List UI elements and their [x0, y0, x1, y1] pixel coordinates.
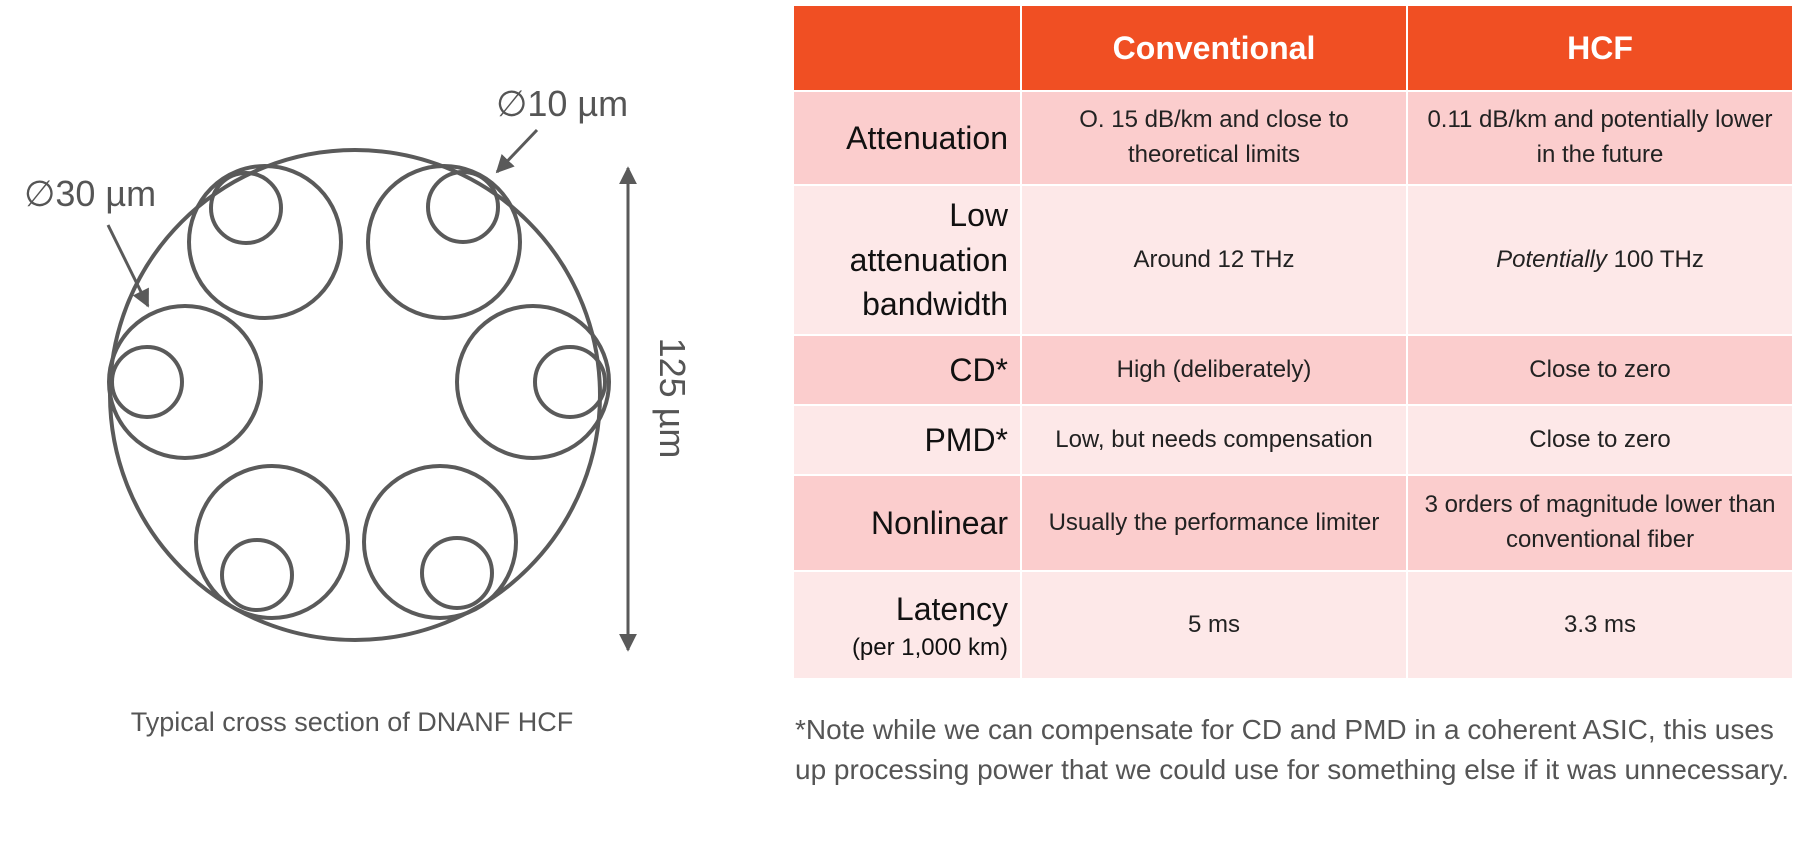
- capillary-inner-2: [426, 170, 500, 244]
- hcf-cell: 3.3 ms: [1406, 570, 1794, 680]
- table-row: Low attenuation bandwidth Around 12 THz …: [792, 184, 1794, 336]
- capillary-inner-6: [420, 536, 494, 610]
- row-label-text: Attenuation: [846, 119, 1008, 156]
- capillary-inner-3: [110, 345, 184, 419]
- conventional-cell: Usually the performance limiter: [1020, 474, 1408, 572]
- header-hcf: HCF: [1406, 4, 1794, 92]
- row-label: Low attenuation bandwidth: [792, 184, 1022, 336]
- row-label: CD*: [792, 334, 1022, 406]
- inner-diameter-label: ∅10 µm: [496, 83, 628, 124]
- conventional-cell: High (deliberately): [1020, 334, 1408, 406]
- diagram-caption: Typical cross section of DNANF HCF: [131, 707, 574, 737]
- capillary-outer-3: [107, 304, 263, 460]
- row-label-text: Latency: [895, 591, 1008, 627]
- row-label-text: PMD*: [924, 421, 1008, 458]
- fiber-cross-section-diagram: ∅10 µm ∅30 µm 125 µm Typical cross secti…: [24, 83, 693, 737]
- capillary-inner-1: [209, 171, 283, 245]
- row-label-text: CD*: [949, 351, 1008, 388]
- row-label: Latency (per 1,000 km): [792, 570, 1022, 680]
- table-row: Nonlinear Usually the performance limite…: [792, 474, 1794, 572]
- row-label: Attenuation: [792, 90, 1022, 186]
- table-row: Attenuation O. 15 dB/km and close to the…: [792, 90, 1794, 186]
- conventional-cell: Low, but needs compensation: [1020, 404, 1408, 476]
- capillary-outer-6: [362, 464, 518, 620]
- header-blank-cell: [792, 4, 1022, 92]
- table-row: Latency (per 1,000 km) 5 ms 3.3 ms: [792, 570, 1794, 680]
- comparison-table: Conventional HCF Attenuation O. 15 dB/km…: [792, 4, 1794, 680]
- table-row: CD* High (deliberately) Close to zero: [792, 334, 1794, 406]
- table-header-row: Conventional HCF: [792, 4, 1794, 92]
- row-label: Nonlinear: [792, 474, 1022, 572]
- row-label-subtext: (per 1,000 km): [851, 633, 1008, 661]
- hcf-cell: 0.11 dB/km and potentially lower in the …: [1406, 90, 1794, 186]
- capillary-outer-5: [194, 464, 350, 620]
- capillary-outer-1: [187, 164, 343, 320]
- row-label-text: Low attenuation bandwidth: [849, 196, 1008, 323]
- pointer-arrow-inner: [495, 128, 539, 174]
- capillary-inner-4: [533, 345, 607, 419]
- row-label: PMD*: [792, 404, 1022, 476]
- row-label-text: Nonlinear: [871, 504, 1008, 541]
- fiber-diameter-label: 125 µm: [652, 338, 693, 459]
- hcf-cell-text: 100 THz: [1613, 245, 1704, 273]
- pointer-arrow-outer: [106, 224, 150, 308]
- conventional-cell: 5 ms: [1020, 570, 1408, 680]
- hcf-cell: Close to zero: [1406, 404, 1794, 476]
- footnote: *Note while we can compensate for CD and…: [795, 714, 1789, 785]
- header-conventional: Conventional: [1020, 4, 1408, 92]
- outer-cladding-circle: [108, 148, 602, 642]
- capillary-inner-5: [220, 538, 294, 612]
- hcf-cell-emphasis: Potentially: [1496, 245, 1607, 273]
- conventional-cell: Around 12 THz: [1020, 184, 1408, 336]
- capillary-outer-4: [455, 304, 611, 460]
- capillary-outer-2: [366, 164, 522, 320]
- conventional-cell: O. 15 dB/km and close to theoretical lim…: [1020, 90, 1408, 186]
- table-row: PMD* Low, but needs compensation Close t…: [792, 404, 1794, 476]
- hcf-cell: 3 orders of magnitude lower than convent…: [1406, 474, 1794, 572]
- outer-diameter-label: ∅30 µm: [24, 173, 156, 214]
- hcf-cell: Potentially 100 THz: [1406, 184, 1794, 336]
- hcf-cell: Close to zero: [1406, 334, 1794, 406]
